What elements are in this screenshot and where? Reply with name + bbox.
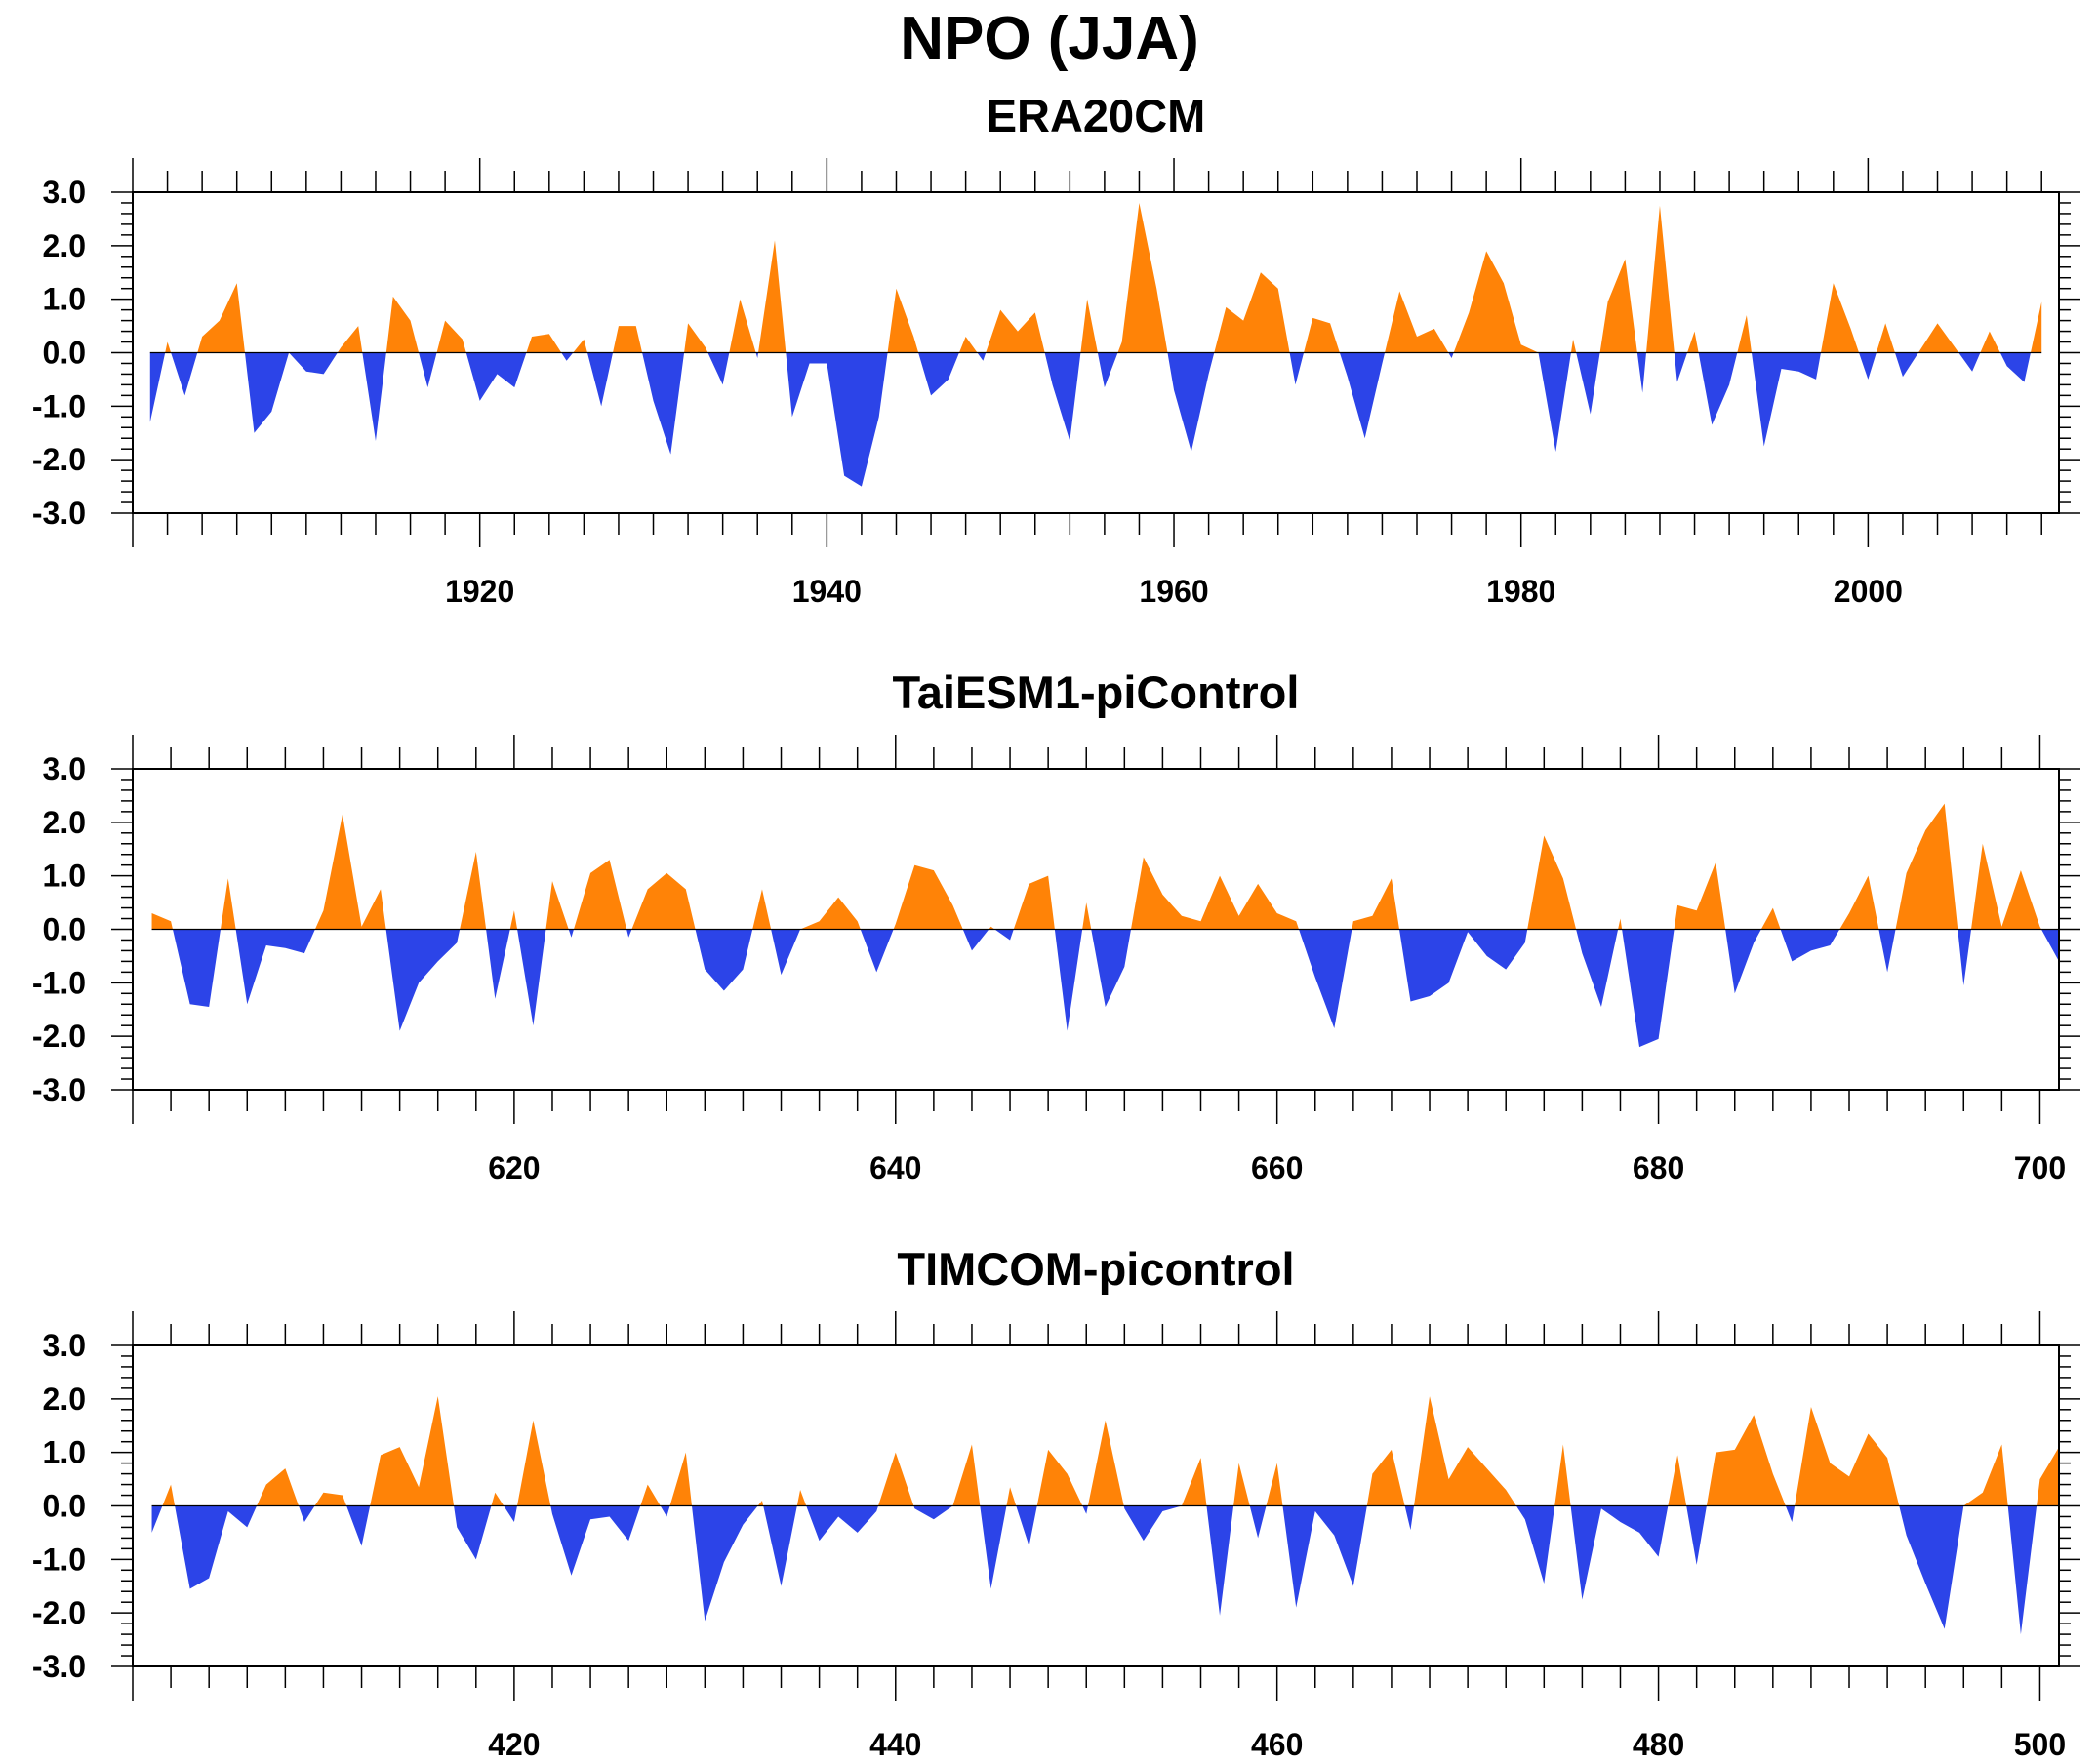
y-tick-label: 3.0 <box>43 175 86 210</box>
positive-area <box>162 1396 2060 1506</box>
negative-area <box>172 929 2060 1048</box>
panel-title: ERA20CM <box>987 90 1206 141</box>
y-tick-label: 2.0 <box>43 805 86 840</box>
y-tick-label: -3.0 <box>32 1649 86 1684</box>
x-tick-label: 1980 <box>1486 574 1555 609</box>
y-tick-label: 3.0 <box>43 1328 86 1363</box>
y-tick-label: -1.0 <box>32 388 86 423</box>
y-tick-label: -2.0 <box>32 442 86 477</box>
x-tick-label: 620 <box>488 1150 540 1185</box>
y-tick-label: -1.0 <box>32 965 86 1000</box>
figure-title: NPO (JJA) <box>900 5 1199 72</box>
y-tick-label: 0.0 <box>43 336 86 371</box>
x-tick-label: 440 <box>869 1727 921 1762</box>
y-tick-label: -3.0 <box>32 1072 86 1107</box>
chart-panel-3: TIMCOM-picontrol 3.0 2.0 1.0 0.0 -1.0 -2.0 -3.0… <box>32 1243 2080 1762</box>
panel-title: TaiESM1-piControl <box>893 666 1300 718</box>
x-tick-label: 680 <box>1633 1150 1684 1185</box>
x-tick-label: 2000 <box>1834 574 1903 609</box>
x-tick-label: 460 <box>1251 1727 1303 1762</box>
y-tick-label: 1.0 <box>43 859 86 894</box>
y-tick-label: -2.0 <box>32 1595 86 1630</box>
y-tick-label: -3.0 <box>32 496 86 531</box>
y-tick-label: -2.0 <box>32 1019 86 1054</box>
x-tick-label: 480 <box>1633 1727 1684 1762</box>
y-tick-label: 3.0 <box>43 751 86 786</box>
x-tick-label: 420 <box>488 1727 540 1762</box>
negative-area <box>149 352 2031 487</box>
y-tick-label: 0.0 <box>43 912 86 947</box>
y-tick-label: -1.0 <box>32 1542 86 1577</box>
x-tick-label: 640 <box>869 1150 921 1185</box>
y-tick-label: 1.0 <box>43 282 86 317</box>
x-tick-label: 1920 <box>445 574 514 609</box>
x-tick-label: 1960 <box>1139 574 1208 609</box>
panel-title: TIMCOM-picontrol <box>897 1243 1294 1295</box>
positive-area <box>165 202 2042 353</box>
x-tick-label: 660 <box>1251 1150 1303 1185</box>
y-tick-label: 2.0 <box>43 1382 86 1417</box>
x-tick-label: 1940 <box>792 574 862 609</box>
y-tick-label: 2.0 <box>43 228 86 263</box>
y-tick-label: 0.0 <box>43 1489 86 1524</box>
positive-area <box>151 803 2041 930</box>
chart-panel-2: TaiESM1-piControl 3.0 2.0 1.0 0.0 -1.0 -2.0 -3.… <box>32 666 2080 1185</box>
chart-panel-1: ERA20CM 3.0 2.0 1.0 0.0 -1.0 -2.0 -3.0 1920 1940 1… <box>32 90 2080 609</box>
y-tick-label: 1.0 <box>43 1435 86 1470</box>
x-tick-label: 500 <box>2014 1727 2066 1762</box>
x-tick-label: 700 <box>2014 1150 2066 1185</box>
negative-area <box>151 1505 2038 1635</box>
